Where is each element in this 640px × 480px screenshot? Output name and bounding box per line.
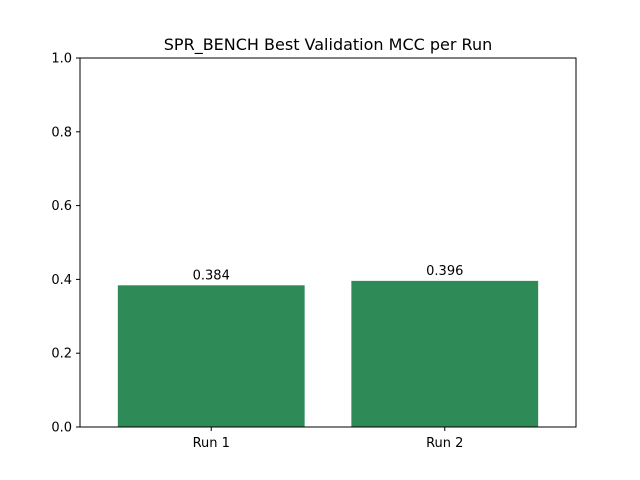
x-tick-label-2: Run 2 (426, 436, 463, 451)
y-tick-label-0: 0.0 (51, 421, 72, 436)
x-tick-label-1: Run 1 (193, 436, 230, 451)
axes-frame (79, 57, 577, 428)
y-tick-label-1: 0.2 (51, 347, 72, 362)
y-tick-label-2: 0.4 (51, 273, 72, 288)
data-label-2: 0.396 (426, 264, 463, 279)
bar-2 (351, 280, 539, 427)
plot-area: 0.384 Run 1 0.396 Run 2 0.0 0.2 0.4 0.6 0.8 1.0 (51, 52, 577, 451)
data-label-1: 0.384 (193, 268, 230, 283)
y-tick-label-4: 0.8 (51, 125, 72, 140)
y-tick-label-3: 0.6 (51, 199, 72, 214)
chart-title: SPR_BENCH Best Validation MCC per Run (164, 35, 492, 55)
bar-1 (117, 285, 305, 427)
y-tick-label-5: 1.0 (51, 52, 72, 67)
